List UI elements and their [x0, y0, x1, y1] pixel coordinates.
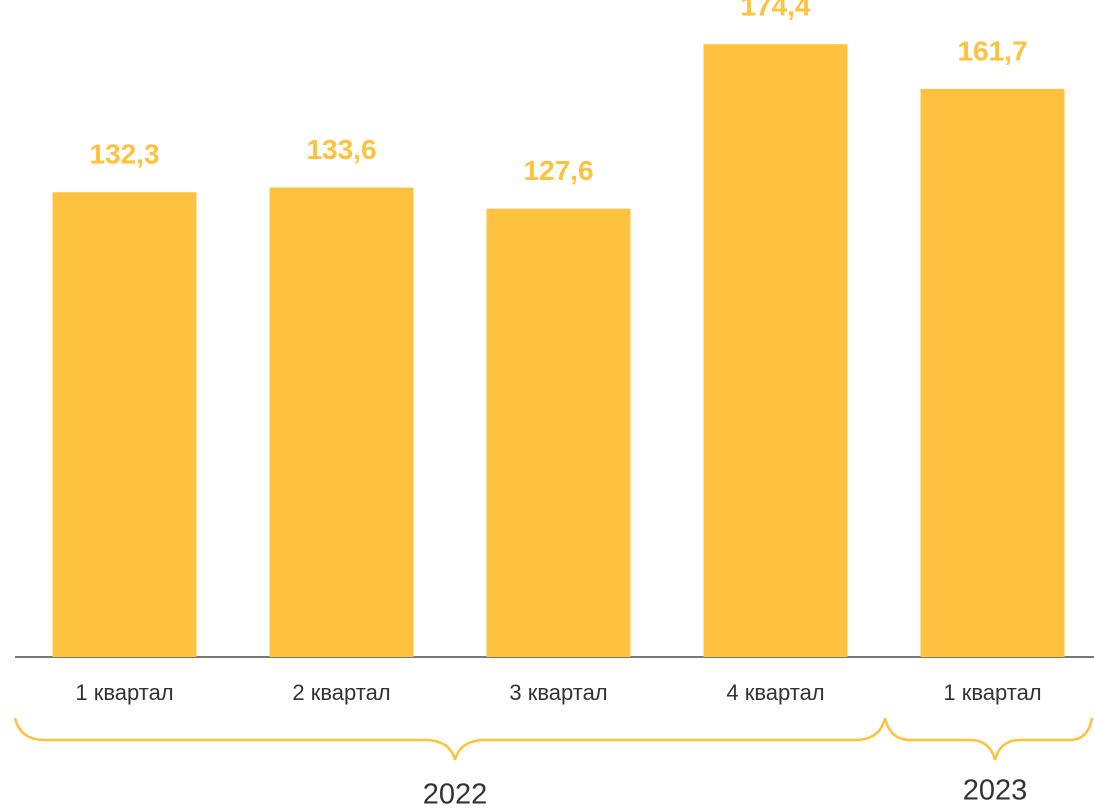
x-tick-label: 3 квартал [509, 680, 607, 705]
bar [269, 187, 414, 658]
bar [52, 192, 197, 658]
value-label: 127,6 [523, 155, 593, 186]
bar [703, 44, 848, 658]
x-tick-label: 1 квартал [75, 680, 173, 705]
group-label: 2023 [963, 775, 1028, 807]
x-tick-label: 4 квартал [726, 680, 824, 705]
value-label: 133,6 [306, 134, 376, 165]
bar [486, 208, 631, 657]
group-brace [13, 717, 887, 761]
x-tick-label: 2 квартал [292, 680, 390, 705]
bar [920, 88, 1065, 657]
value-label: 132,3 [89, 139, 159, 170]
value-label: 161,7 [957, 35, 1027, 66]
group-brace [883, 717, 1094, 761]
value-label: 174,4 [740, 0, 810, 22]
group-label: 2022 [423, 779, 488, 811]
x-tick-label: 1 квартал [943, 680, 1041, 705]
